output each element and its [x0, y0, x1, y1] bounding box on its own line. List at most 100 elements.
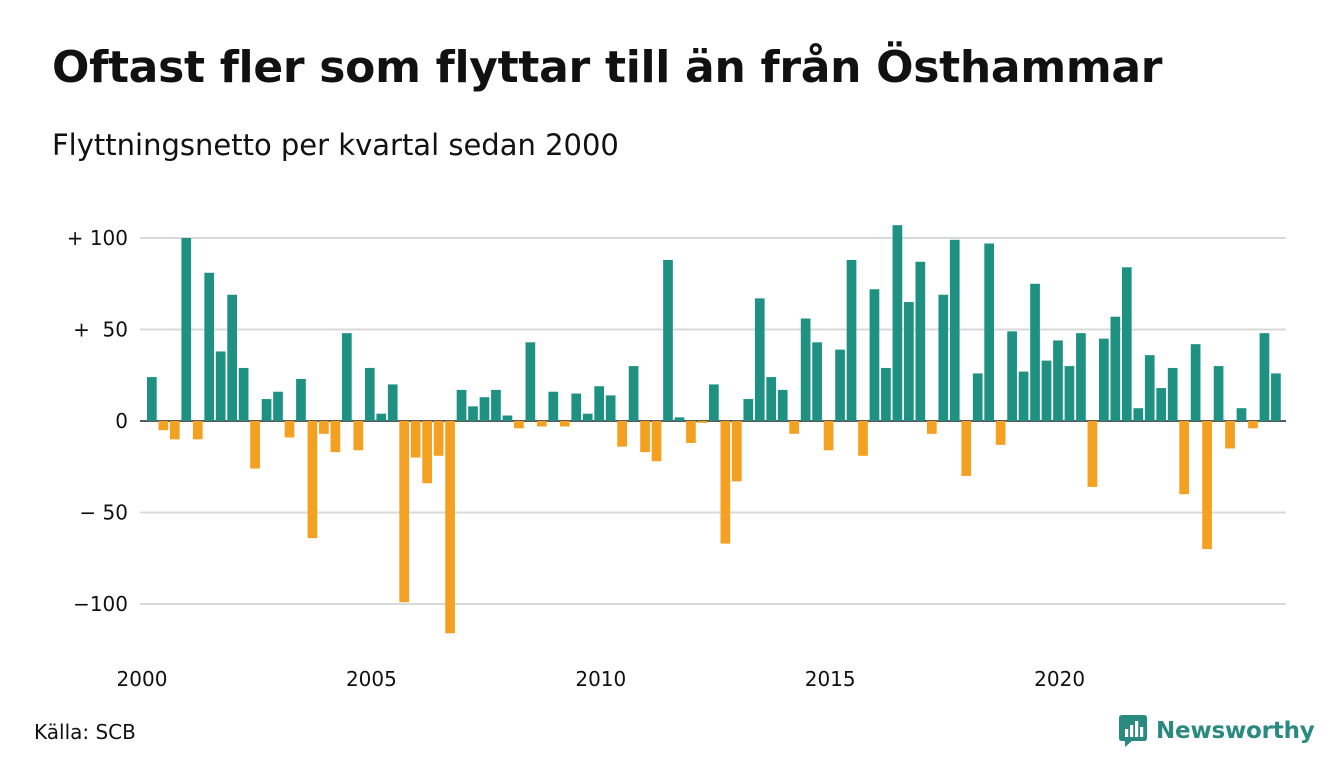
bar	[1121, 267, 1132, 421]
bar	[227, 294, 237, 421]
bar	[674, 417, 685, 421]
bar	[858, 421, 868, 456]
bar	[169, 421, 180, 440]
brand-name: Newsworthy	[1156, 718, 1315, 744]
source-note: Källa: SCB	[34, 720, 136, 744]
bar	[1053, 340, 1063, 421]
y-tick-label: −100	[73, 592, 128, 616]
bar	[192, 421, 203, 440]
bar	[525, 342, 536, 421]
bar	[456, 389, 467, 421]
bars	[147, 225, 1281, 634]
newsworthy-logo-icon	[1119, 715, 1147, 747]
bar	[468, 406, 478, 421]
bar	[514, 421, 524, 429]
bar	[296, 378, 306, 421]
bar	[582, 413, 593, 421]
y-tick-label: + 50	[73, 318, 128, 342]
bar	[250, 421, 260, 469]
bar	[938, 294, 949, 421]
bar	[559, 421, 570, 427]
y-tick-label: 0	[115, 409, 128, 433]
bar	[548, 391, 559, 421]
bar	[571, 393, 582, 421]
bar	[1018, 371, 1029, 421]
bar	[1087, 421, 1098, 487]
bar	[892, 225, 903, 421]
bar	[204, 272, 215, 421]
bar	[341, 333, 352, 421]
bar	[663, 259, 673, 421]
bar	[1064, 366, 1075, 421]
axis-labels: + 100 + 50 0 − 50 −100 2000 2005 2010 2015 2020	[67, 226, 1085, 691]
bar	[1248, 421, 1258, 429]
bar	[1190, 344, 1201, 421]
bar	[536, 421, 547, 427]
x-tick-label: 2005	[346, 667, 397, 691]
bar	[376, 413, 387, 421]
bar	[319, 421, 329, 434]
bar	[904, 302, 914, 421]
bar	[617, 421, 627, 447]
brand[interactable]: Newsworthy	[1118, 714, 1315, 748]
bar	[697, 421, 708, 423]
bar	[777, 389, 788, 421]
bar	[284, 421, 295, 438]
bar	[1202, 421, 1212, 550]
x-tick-label: 2015	[805, 667, 856, 691]
bar	[1167, 367, 1178, 421]
bar	[1099, 338, 1109, 421]
x-tick-label: 2000	[117, 667, 168, 691]
bar	[181, 238, 192, 421]
bar	[881, 367, 891, 421]
bar	[709, 384, 719, 421]
bar	[1144, 355, 1155, 421]
bar	[364, 367, 375, 421]
chart-subtitle: Flyttningsnetto per kvartal sedan 2000	[52, 128, 619, 162]
y-tick-label: − 50	[79, 501, 128, 525]
bar	[422, 421, 432, 484]
bar	[387, 384, 398, 421]
bar	[594, 386, 605, 421]
bar	[307, 421, 318, 539]
bar	[846, 259, 857, 421]
bar	[491, 389, 501, 421]
bar	[743, 399, 754, 421]
bar	[949, 239, 960, 421]
bar	[1041, 360, 1052, 421]
bar	[731, 421, 742, 482]
bar	[915, 261, 926, 421]
bar	[479, 397, 490, 421]
bar	[835, 349, 845, 421]
bar	[445, 421, 455, 634]
bar	[433, 421, 444, 456]
bar	[1259, 333, 1270, 421]
bar	[869, 289, 880, 421]
bar	[651, 421, 662, 462]
bar	[720, 421, 731, 544]
bar	[628, 366, 639, 421]
bar	[1007, 331, 1017, 421]
bar	[261, 399, 272, 421]
bar	[147, 377, 157, 421]
x-tick-label: 2010	[575, 667, 626, 691]
bar	[961, 421, 972, 476]
bar	[1156, 388, 1167, 421]
bar	[215, 351, 226, 421]
bar	[1133, 408, 1144, 421]
bar	[926, 421, 937, 434]
bar	[823, 421, 834, 451]
bar	[502, 415, 513, 421]
bar	[410, 421, 421, 458]
y-tick-label: + 100	[67, 226, 128, 250]
bar	[789, 421, 800, 434]
bar	[158, 421, 169, 431]
bar	[800, 318, 811, 421]
bar	[1225, 421, 1235, 449]
bar	[1213, 366, 1224, 421]
bar	[640, 421, 650, 453]
bar	[605, 395, 616, 421]
bar	[766, 377, 777, 421]
bar	[1076, 333, 1086, 421]
